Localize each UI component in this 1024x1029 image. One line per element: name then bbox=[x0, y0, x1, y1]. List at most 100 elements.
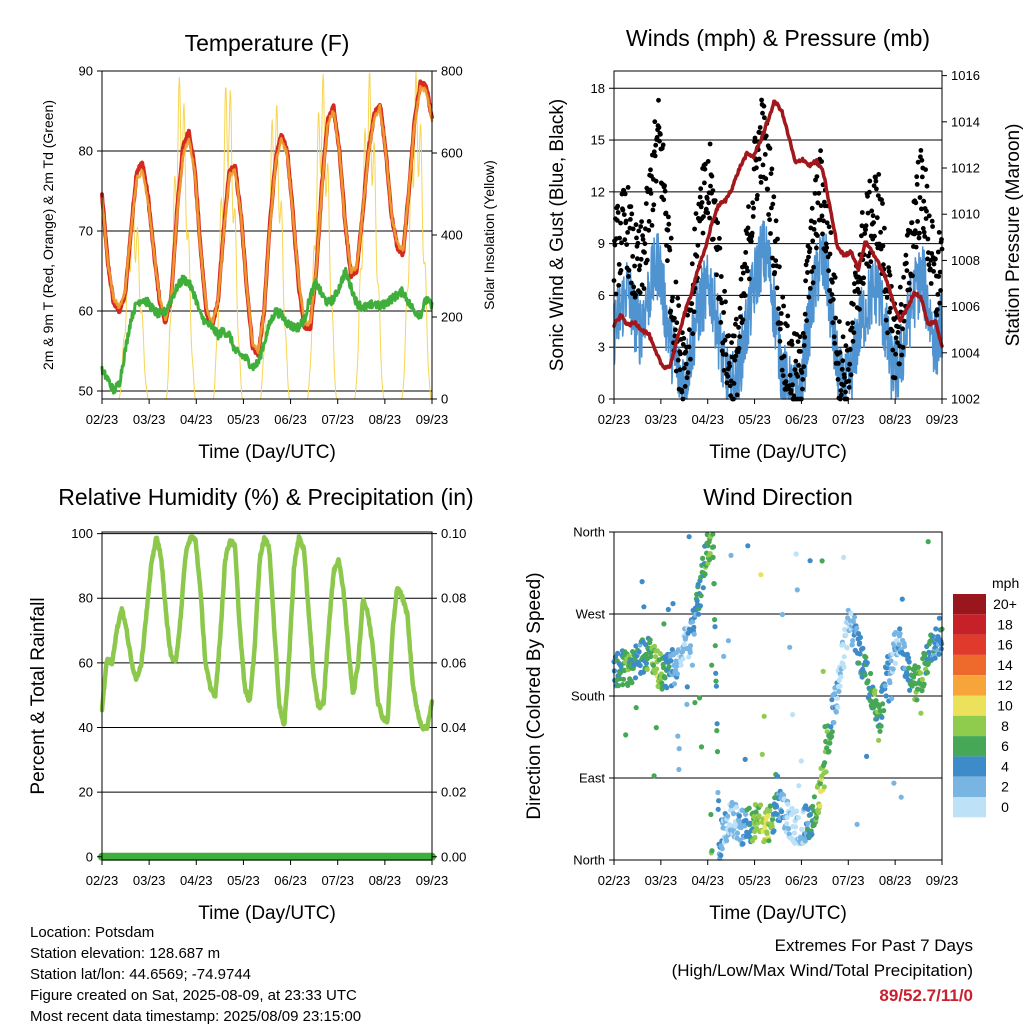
gust-point bbox=[860, 281, 866, 286]
wind-direction-ytick-label: West bbox=[576, 607, 606, 622]
wind-direction-point bbox=[906, 665, 912, 671]
humidity-xtick-label: 07/23 bbox=[321, 873, 354, 888]
wind-direction-point bbox=[620, 682, 626, 688]
wind-direction-point bbox=[692, 700, 698, 706]
gust-point bbox=[722, 288, 727, 294]
gust-point bbox=[682, 384, 688, 389]
wind-direction-point bbox=[795, 815, 802, 821]
wind-direction-point bbox=[854, 625, 860, 631]
wind-direction-point bbox=[664, 685, 670, 691]
gust-point bbox=[829, 292, 835, 297]
wind-direction-point bbox=[702, 571, 708, 577]
wind-direction-point bbox=[850, 618, 857, 625]
gust-point bbox=[893, 335, 899, 341]
gust-point bbox=[839, 366, 845, 372]
wind-direction-point bbox=[856, 660, 862, 666]
gust-point bbox=[646, 219, 652, 224]
gust-point bbox=[640, 237, 646, 242]
gust-point bbox=[931, 269, 936, 274]
gust-point bbox=[789, 342, 795, 347]
wind-direction-point bbox=[906, 659, 912, 665]
gust-point bbox=[874, 215, 880, 221]
wind-direction-points bbox=[611, 531, 945, 861]
gust-point bbox=[616, 283, 622, 288]
gust-point bbox=[914, 174, 920, 180]
gust-point bbox=[907, 287, 913, 293]
gust-point bbox=[833, 315, 838, 321]
gust-point bbox=[668, 235, 674, 241]
wind-direction-point bbox=[888, 658, 894, 664]
wind-direction-point bbox=[915, 664, 921, 670]
wind-direction-point bbox=[887, 680, 893, 686]
wind-direction-ytick-label: South bbox=[571, 689, 605, 704]
winds-xtick-label: 05/23 bbox=[738, 412, 771, 427]
humidity-y2tick-label: 0.06 bbox=[441, 655, 466, 670]
gust-point bbox=[629, 211, 635, 217]
gust-point bbox=[637, 263, 643, 269]
gust-point bbox=[670, 294, 675, 300]
temperature-xtick-label: 05/23 bbox=[227, 412, 260, 427]
wind-direction-point bbox=[661, 621, 667, 627]
gust-point bbox=[889, 328, 895, 334]
wind-direction-point bbox=[881, 708, 887, 714]
winds-xtick-label: 03/23 bbox=[645, 412, 678, 427]
gust-point bbox=[618, 268, 624, 273]
wind-direction-point bbox=[710, 554, 716, 561]
gust-point bbox=[930, 224, 935, 229]
wind-direction-point bbox=[651, 773, 657, 779]
gust-point bbox=[904, 260, 909, 266]
winds-xtick-label: 06/23 bbox=[785, 412, 818, 427]
gust-point bbox=[638, 224, 644, 229]
gust-point bbox=[904, 268, 910, 273]
td-line bbox=[100, 266, 434, 395]
wind-direction-point bbox=[700, 585, 706, 591]
gust-point bbox=[622, 237, 628, 243]
gust-point bbox=[732, 357, 738, 363]
gust-point bbox=[656, 97, 661, 103]
wind-direction-xlabel: Time (Day/UTC) bbox=[709, 903, 847, 924]
gust-point bbox=[777, 338, 783, 344]
wind-direction-point bbox=[819, 558, 825, 564]
gust-point bbox=[776, 306, 781, 311]
wind-direction-point bbox=[713, 678, 719, 684]
gust-point bbox=[831, 334, 837, 340]
wind-direction-point bbox=[650, 662, 657, 669]
wind-direction-point bbox=[865, 678, 871, 684]
gust-point bbox=[638, 256, 644, 262]
temperature-xtick-label: 06/23 bbox=[274, 412, 307, 427]
gust-point bbox=[727, 363, 733, 369]
gust-point bbox=[642, 250, 647, 255]
gust-point bbox=[801, 364, 807, 369]
wind-direction-xtick-label: 02/23 bbox=[598, 873, 631, 888]
wind-direction-point bbox=[862, 672, 868, 678]
gust-point bbox=[694, 253, 700, 259]
wind-direction-point bbox=[676, 766, 682, 773]
gust-point bbox=[760, 162, 766, 168]
gust-point bbox=[633, 222, 639, 228]
gust-point bbox=[828, 230, 834, 236]
wind-direction-point bbox=[860, 645, 866, 651]
gust-point bbox=[625, 230, 630, 235]
gust-point bbox=[712, 198, 718, 204]
gust-point bbox=[630, 226, 636, 232]
gust-point bbox=[836, 361, 841, 366]
gust-point bbox=[819, 213, 825, 219]
gust-point bbox=[876, 172, 882, 177]
wind-direction-point bbox=[665, 606, 671, 613]
wind-direction-point bbox=[714, 749, 721, 755]
gust-point bbox=[646, 227, 652, 233]
wind-direction-point bbox=[712, 643, 718, 649]
wind-direction-point bbox=[867, 691, 873, 698]
wind-direction-point bbox=[784, 821, 790, 827]
gust-point bbox=[780, 373, 786, 378]
wind-direction-point bbox=[712, 617, 718, 623]
winds-series bbox=[611, 97, 945, 402]
wind-direction-point bbox=[919, 688, 925, 694]
gust-point bbox=[642, 241, 648, 247]
t9m-line bbox=[100, 84, 434, 355]
gust-point bbox=[851, 301, 856, 307]
wind-direction-point bbox=[790, 712, 796, 718]
wind-direction-point bbox=[907, 687, 913, 693]
gust-point bbox=[868, 259, 874, 265]
wind-direction-point bbox=[710, 544, 717, 550]
